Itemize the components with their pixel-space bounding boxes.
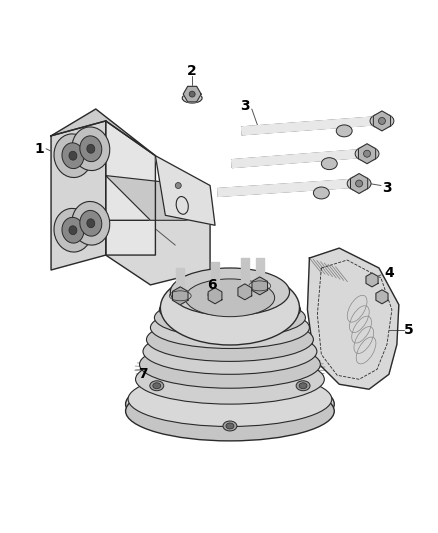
- Ellipse shape: [355, 146, 379, 161]
- Polygon shape: [176, 268, 184, 290]
- Text: 4: 4: [384, 266, 394, 280]
- Ellipse shape: [87, 219, 95, 228]
- Ellipse shape: [54, 134, 92, 177]
- Ellipse shape: [72, 127, 110, 171]
- Polygon shape: [366, 273, 378, 287]
- Ellipse shape: [226, 423, 234, 429]
- Polygon shape: [51, 109, 155, 156]
- Ellipse shape: [370, 114, 394, 128]
- Text: 1: 1: [34, 142, 44, 156]
- Ellipse shape: [62, 217, 84, 243]
- Ellipse shape: [364, 150, 371, 157]
- Text: 3: 3: [240, 99, 250, 113]
- Polygon shape: [51, 121, 106, 270]
- Polygon shape: [106, 175, 210, 220]
- Polygon shape: [232, 150, 360, 167]
- Ellipse shape: [336, 125, 352, 137]
- Ellipse shape: [189, 91, 195, 97]
- Ellipse shape: [155, 298, 305, 337]
- Polygon shape: [256, 258, 264, 280]
- Polygon shape: [106, 220, 210, 285]
- Ellipse shape: [128, 372, 332, 426]
- Polygon shape: [358, 144, 376, 164]
- Ellipse shape: [150, 307, 309, 349]
- Ellipse shape: [126, 374, 334, 434]
- Ellipse shape: [356, 180, 363, 187]
- Ellipse shape: [314, 187, 329, 199]
- Polygon shape: [106, 121, 155, 255]
- Text: 5: 5: [404, 322, 413, 337]
- Ellipse shape: [208, 293, 212, 297]
- Ellipse shape: [146, 318, 314, 361]
- Ellipse shape: [143, 329, 317, 374]
- Ellipse shape: [69, 226, 77, 235]
- Ellipse shape: [296, 381, 310, 391]
- Polygon shape: [211, 262, 219, 292]
- Polygon shape: [208, 288, 222, 304]
- Polygon shape: [241, 117, 374, 135]
- Ellipse shape: [299, 383, 307, 389]
- Ellipse shape: [72, 201, 110, 245]
- Ellipse shape: [80, 136, 102, 161]
- Ellipse shape: [175, 182, 181, 189]
- Ellipse shape: [170, 268, 290, 316]
- Text: 3: 3: [382, 182, 392, 196]
- Polygon shape: [350, 174, 368, 193]
- Ellipse shape: [126, 381, 334, 441]
- Text: 6: 6: [207, 278, 217, 292]
- Ellipse shape: [80, 211, 102, 236]
- Polygon shape: [183, 86, 201, 102]
- Ellipse shape: [62, 143, 84, 168]
- Ellipse shape: [87, 144, 95, 153]
- Ellipse shape: [69, 151, 77, 160]
- Polygon shape: [155, 156, 215, 225]
- Ellipse shape: [378, 117, 385, 124]
- Ellipse shape: [150, 381, 164, 391]
- Polygon shape: [376, 290, 388, 304]
- Ellipse shape: [153, 383, 161, 389]
- Polygon shape: [373, 111, 391, 131]
- Ellipse shape: [159, 291, 300, 329]
- Ellipse shape: [54, 208, 92, 252]
- Polygon shape: [218, 180, 351, 197]
- Ellipse shape: [347, 176, 371, 191]
- Polygon shape: [238, 284, 252, 300]
- Ellipse shape: [185, 279, 275, 317]
- Ellipse shape: [160, 270, 300, 345]
- Ellipse shape: [135, 354, 324, 404]
- Ellipse shape: [321, 158, 337, 169]
- Polygon shape: [173, 287, 188, 305]
- Text: 7: 7: [138, 367, 147, 381]
- Ellipse shape: [223, 421, 237, 431]
- Polygon shape: [307, 248, 399, 389]
- Text: 2: 2: [187, 64, 197, 78]
- Polygon shape: [241, 258, 249, 288]
- Polygon shape: [252, 277, 268, 295]
- Ellipse shape: [182, 93, 202, 103]
- Ellipse shape: [140, 341, 320, 388]
